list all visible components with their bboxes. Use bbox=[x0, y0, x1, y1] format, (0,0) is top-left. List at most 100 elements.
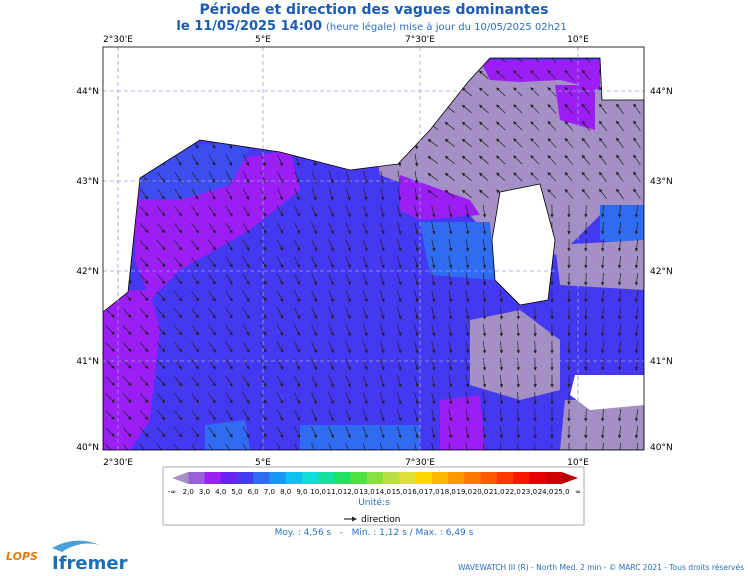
arrow bbox=[465, 273, 470, 286]
arrow bbox=[208, 409, 216, 421]
arrow bbox=[482, 256, 487, 269]
arrow bbox=[516, 323, 520, 337]
arrow bbox=[242, 256, 250, 268]
arrow bbox=[602, 442, 604, 450]
lon-label: 10°E bbox=[567, 458, 589, 468]
lat-label: 41°N bbox=[76, 357, 99, 367]
arrow bbox=[174, 427, 183, 438]
arrow bbox=[208, 273, 216, 285]
arrow bbox=[431, 205, 436, 218]
arrow bbox=[499, 357, 504, 371]
arrow bbox=[139, 308, 149, 319]
arrow bbox=[157, 188, 165, 200]
arrow bbox=[617, 357, 622, 371]
arrow bbox=[276, 358, 284, 370]
arrow bbox=[598, 154, 607, 165]
arrow bbox=[617, 340, 622, 354]
arrow bbox=[156, 376, 166, 387]
map bbox=[103, 47, 644, 450]
arrow bbox=[362, 443, 368, 450]
arrow bbox=[191, 273, 199, 285]
arrow bbox=[500, 442, 502, 450]
arrow bbox=[465, 341, 470, 354]
arrow bbox=[328, 307, 334, 320]
arrow bbox=[601, 272, 605, 286]
arrow bbox=[581, 154, 591, 165]
arrow bbox=[601, 340, 605, 354]
arrow bbox=[174, 206, 183, 217]
colorbar-label: 4,0 bbox=[215, 488, 226, 496]
arrow bbox=[431, 392, 436, 405]
zone bbox=[103, 290, 160, 450]
arrow bbox=[208, 443, 216, 450]
colorbar-label: 5,0 bbox=[231, 488, 242, 496]
arrow bbox=[362, 358, 368, 371]
arrow bbox=[277, 154, 283, 167]
arrow bbox=[431, 324, 436, 337]
arrow bbox=[345, 375, 351, 388]
arrow bbox=[345, 443, 351, 450]
arrow bbox=[311, 256, 317, 269]
arrow bbox=[156, 359, 166, 370]
arrow bbox=[396, 375, 402, 388]
arrow bbox=[345, 392, 351, 405]
arrow bbox=[174, 223, 183, 234]
arrow bbox=[478, 121, 489, 131]
zone bbox=[600, 205, 644, 250]
arrow bbox=[208, 426, 216, 438]
arrow bbox=[513, 70, 523, 80]
arrow bbox=[328, 222, 334, 235]
arrow bbox=[191, 324, 199, 336]
lon-label: 2°30'E bbox=[103, 458, 133, 468]
arrow bbox=[311, 375, 317, 388]
arrow bbox=[311, 426, 317, 439]
arrow bbox=[448, 443, 452, 450]
arrow bbox=[345, 222, 351, 235]
arrow bbox=[444, 189, 455, 198]
arrow bbox=[616, 120, 624, 132]
arrow bbox=[242, 358, 250, 370]
arrow bbox=[208, 307, 216, 319]
arrow bbox=[633, 120, 641, 132]
arrow bbox=[259, 341, 267, 353]
arrow bbox=[259, 375, 267, 387]
color-swatch bbox=[480, 472, 498, 484]
arrow bbox=[396, 205, 402, 218]
arrow bbox=[533, 425, 537, 439]
arrow bbox=[530, 155, 540, 165]
arrow bbox=[208, 205, 216, 217]
lon-label: 10°E bbox=[567, 35, 589, 45]
arrow bbox=[379, 205, 385, 218]
arrow bbox=[533, 357, 537, 371]
arrow bbox=[225, 307, 233, 319]
arrow bbox=[461, 87, 472, 97]
arrow bbox=[328, 256, 334, 269]
arrow bbox=[448, 341, 453, 354]
arrow bbox=[311, 222, 317, 235]
arrow bbox=[294, 324, 300, 337]
arrow bbox=[174, 240, 183, 251]
arrow bbox=[581, 188, 591, 199]
arrow bbox=[139, 342, 149, 353]
arrow bbox=[294, 358, 300, 371]
arrow bbox=[242, 341, 250, 353]
arrow bbox=[396, 358, 402, 371]
arrow bbox=[191, 307, 199, 319]
arrow bbox=[328, 409, 334, 422]
arrow bbox=[634, 324, 639, 337]
arrow bbox=[380, 171, 385, 184]
title: Période et direction des vagues dominant… bbox=[200, 2, 549, 18]
arrow bbox=[345, 341, 351, 354]
arrow bbox=[191, 171, 199, 183]
arrow bbox=[311, 307, 317, 320]
arrow bbox=[482, 324, 487, 337]
arrow bbox=[311, 273, 317, 286]
arrow bbox=[328, 358, 334, 371]
arrow bbox=[564, 58, 574, 63]
arrow bbox=[276, 392, 284, 404]
arrow bbox=[140, 188, 148, 200]
land bbox=[570, 375, 644, 410]
arrow bbox=[276, 239, 284, 251]
colorbar-label: 16,0 bbox=[408, 488, 424, 496]
arrow bbox=[547, 172, 557, 182]
